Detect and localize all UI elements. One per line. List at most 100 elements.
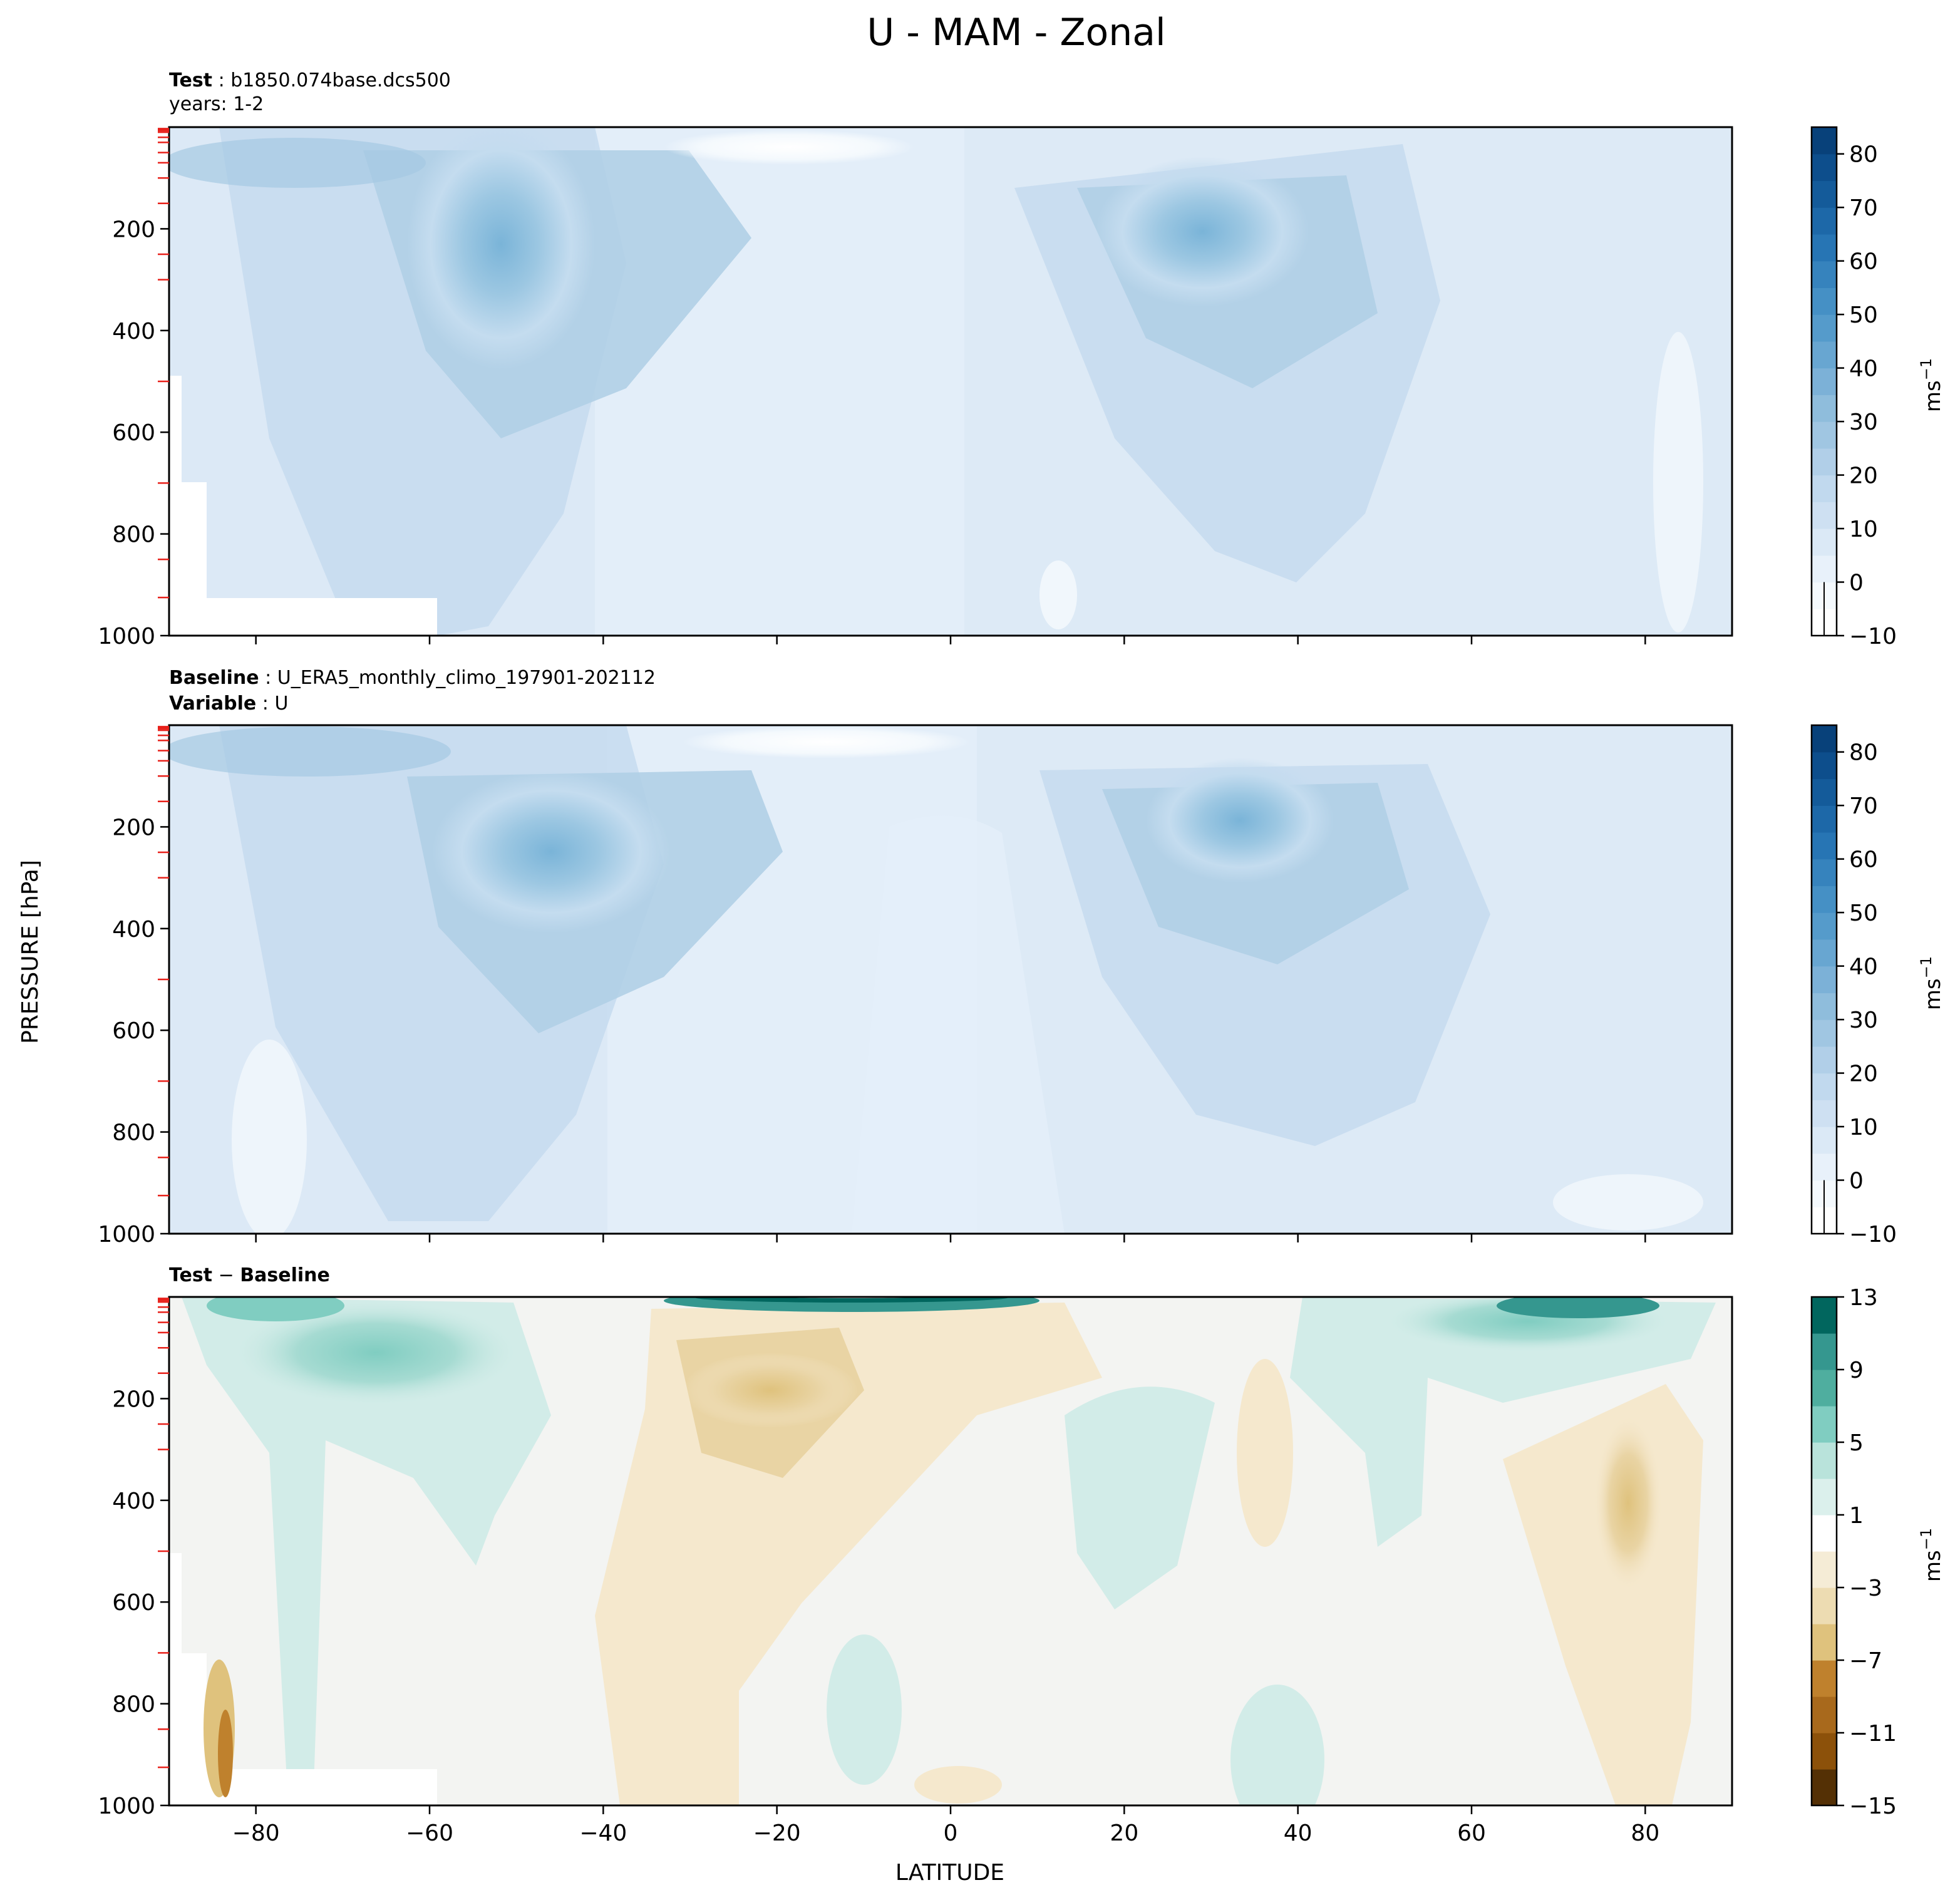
y-tick-label: 600 <box>112 1590 155 1616</box>
y-tick-label: 200 <box>112 217 155 242</box>
colorbar-band <box>1812 287 1837 315</box>
y-tick-label: 1000 <box>98 624 155 649</box>
y-tick-label: 800 <box>112 1692 155 1718</box>
panel-baseline: Baseline : U_ERA5_monthly_climo_197901-2… <box>98 667 1946 1247</box>
panel-test-header: Test : b1850.074base.dcs500 years: 1-2 <box>169 70 451 115</box>
colorbar-tick-label: −10 <box>1849 1222 1897 1247</box>
colorbar-tick-label: 0 <box>1849 1169 1864 1194</box>
colorbar-band <box>1812 555 1837 583</box>
panel-header-segment: b1850.074base.dcs500 <box>230 70 451 91</box>
colorbar-tick-label: −3 <box>1849 1576 1882 1601</box>
colorbar-band <box>1812 1696 1837 1733</box>
x-tick-label: 80 <box>1631 1820 1659 1846</box>
colorbar-band <box>1812 966 1837 993</box>
panel-test-field <box>169 127 1732 636</box>
colorbar-tick-label: 30 <box>1849 1008 1878 1033</box>
panel-header-line: Test − Baseline <box>169 1264 330 1286</box>
colorbar-tick-label: 13 <box>1849 1285 1878 1311</box>
panel-header-segment: Baseline <box>240 1264 330 1286</box>
panel-difference: Test − Baseline <box>98 1264 1946 1846</box>
panel-header-segment: : <box>256 693 274 715</box>
panel-test: Test : b1850.074base.dcs500 years: 1-2 20… <box>98 70 1946 649</box>
colorbar-band <box>1812 341 1837 369</box>
colorbar-band <box>1812 1020 1837 1047</box>
colorbar-tick-label: 50 <box>1849 302 1878 328</box>
y-tick-label: 1000 <box>98 1222 155 1247</box>
colorbar-band <box>1812 1479 1837 1515</box>
colorbar-tick-label: 40 <box>1849 954 1878 980</box>
panel-header-segment: U_ERA5_monthly_climo_197901-202112 <box>277 667 656 689</box>
panel-difference-colorbar: −15 −11 −7 −3 1 5 9 13 ms−1 <box>1810 1285 1946 1819</box>
colorbar-tick-label: −11 <box>1849 1721 1897 1747</box>
panel-header-line: Baseline : U_ERA5_monthly_climo_197901-2… <box>169 667 656 689</box>
y-tick-label: 400 <box>112 1489 155 1514</box>
y-axis-label: PRESSURE [hPa] <box>18 860 43 1044</box>
y-tick-label: 1000 <box>98 1794 155 1819</box>
colorbar-band <box>1812 778 1837 806</box>
colorbar-tick-label: 60 <box>1849 847 1878 873</box>
colorbar-band <box>1812 1588 1837 1624</box>
colorbar-band <box>1812 1100 1837 1127</box>
colorbar-band <box>1812 1046 1837 1074</box>
colorbar-band <box>1812 859 1837 887</box>
y-tick-label: 800 <box>112 522 155 548</box>
colorbar-band <box>1812 234 1837 262</box>
y-tick-label: 200 <box>112 1386 155 1412</box>
colorbar-band <box>1812 1153 1837 1181</box>
colorbar-band <box>1812 1769 1837 1806</box>
panel-baseline-header: Baseline : U_ERA5_monthly_climo_197901-2… <box>169 667 656 715</box>
colorbar-tick-label: 60 <box>1849 249 1878 275</box>
x-tick-label: −20 <box>753 1820 801 1846</box>
x-tick-label: 40 <box>1284 1820 1313 1846</box>
colorbar-band <box>1812 421 1837 449</box>
colorbar-band <box>1812 180 1837 208</box>
colorbar-tick-label: 5 <box>1849 1430 1864 1456</box>
panel-header-segment: years: 1-2 <box>169 93 264 115</box>
panel-header-segment: Baseline <box>169 667 259 689</box>
x-axis-label: LATITUDE <box>895 1860 1004 1886</box>
panel-difference-field <box>169 1297 1732 1805</box>
panel-baseline-field <box>169 725 1732 1234</box>
colorbar-band <box>1812 448 1837 476</box>
panel-header-line: years: 1-2 <box>169 93 264 115</box>
y-tick-label: 600 <box>112 420 155 446</box>
colorbar-tick-label: 0 <box>1849 571 1864 596</box>
colorbar-band <box>1812 127 1837 155</box>
colorbar-band <box>1812 153 1837 182</box>
colorbar-tick-label: −15 <box>1849 1794 1897 1819</box>
panel-header-segment: U <box>274 693 288 715</box>
colorbar-band <box>1812 207 1837 235</box>
colorbar-band <box>1812 1551 1837 1588</box>
colorbar-frame <box>1810 1296 1838 1807</box>
colorbar-band <box>1812 502 1837 529</box>
colorbar-band <box>1812 1406 1837 1443</box>
y-tick-label: 400 <box>112 319 155 344</box>
colorbar-units-label: ms−1 <box>1917 358 1946 412</box>
colorbar-band <box>1812 1073 1837 1100</box>
colorbar-band <box>1812 475 1837 502</box>
colorbar-tick-label: 1 <box>1849 1503 1864 1529</box>
panel-test-ticks: 200 400 600 800 1000 <box>98 128 1646 649</box>
panel-baseline-colorbar: −10 0 10 20 30 40 50 60 70 80 ms−1 <box>1810 724 1946 1247</box>
colorbar-band <box>1812 725 1837 753</box>
y-tick-label: 400 <box>112 917 155 942</box>
colorbar-band <box>1812 832 1837 860</box>
panel-difference-ticks: −80 −60 −40 −20 0 20 40 60 80 200 400 600 800 1000 <box>98 1298 1659 1846</box>
colorbar-frame <box>1810 724 1838 1235</box>
panel-difference-header: Test − Baseline <box>169 1264 330 1286</box>
colorbar-tick-label: 70 <box>1849 195 1878 221</box>
panel-header-line: Variable : U <box>169 693 288 715</box>
colorbar-band <box>1812 314 1837 342</box>
colorbar-units-label: ms−1 <box>1917 1528 1946 1582</box>
colorbar-tick-label: 30 <box>1849 410 1878 435</box>
panel-header-segment: − <box>212 1264 240 1286</box>
panel-header-line: Test : b1850.074base.dcs500 <box>169 70 451 91</box>
panel-header-segment: Variable <box>169 693 256 715</box>
colorbar-tick-label: 10 <box>1849 1115 1878 1140</box>
colorbar-band <box>1812 1297 1837 1334</box>
colorbar-tick-label: 40 <box>1849 356 1878 382</box>
colorbar-tick-label: 10 <box>1849 517 1878 542</box>
colorbar-band <box>1812 912 1837 940</box>
colorbar-band <box>1812 1127 1837 1154</box>
